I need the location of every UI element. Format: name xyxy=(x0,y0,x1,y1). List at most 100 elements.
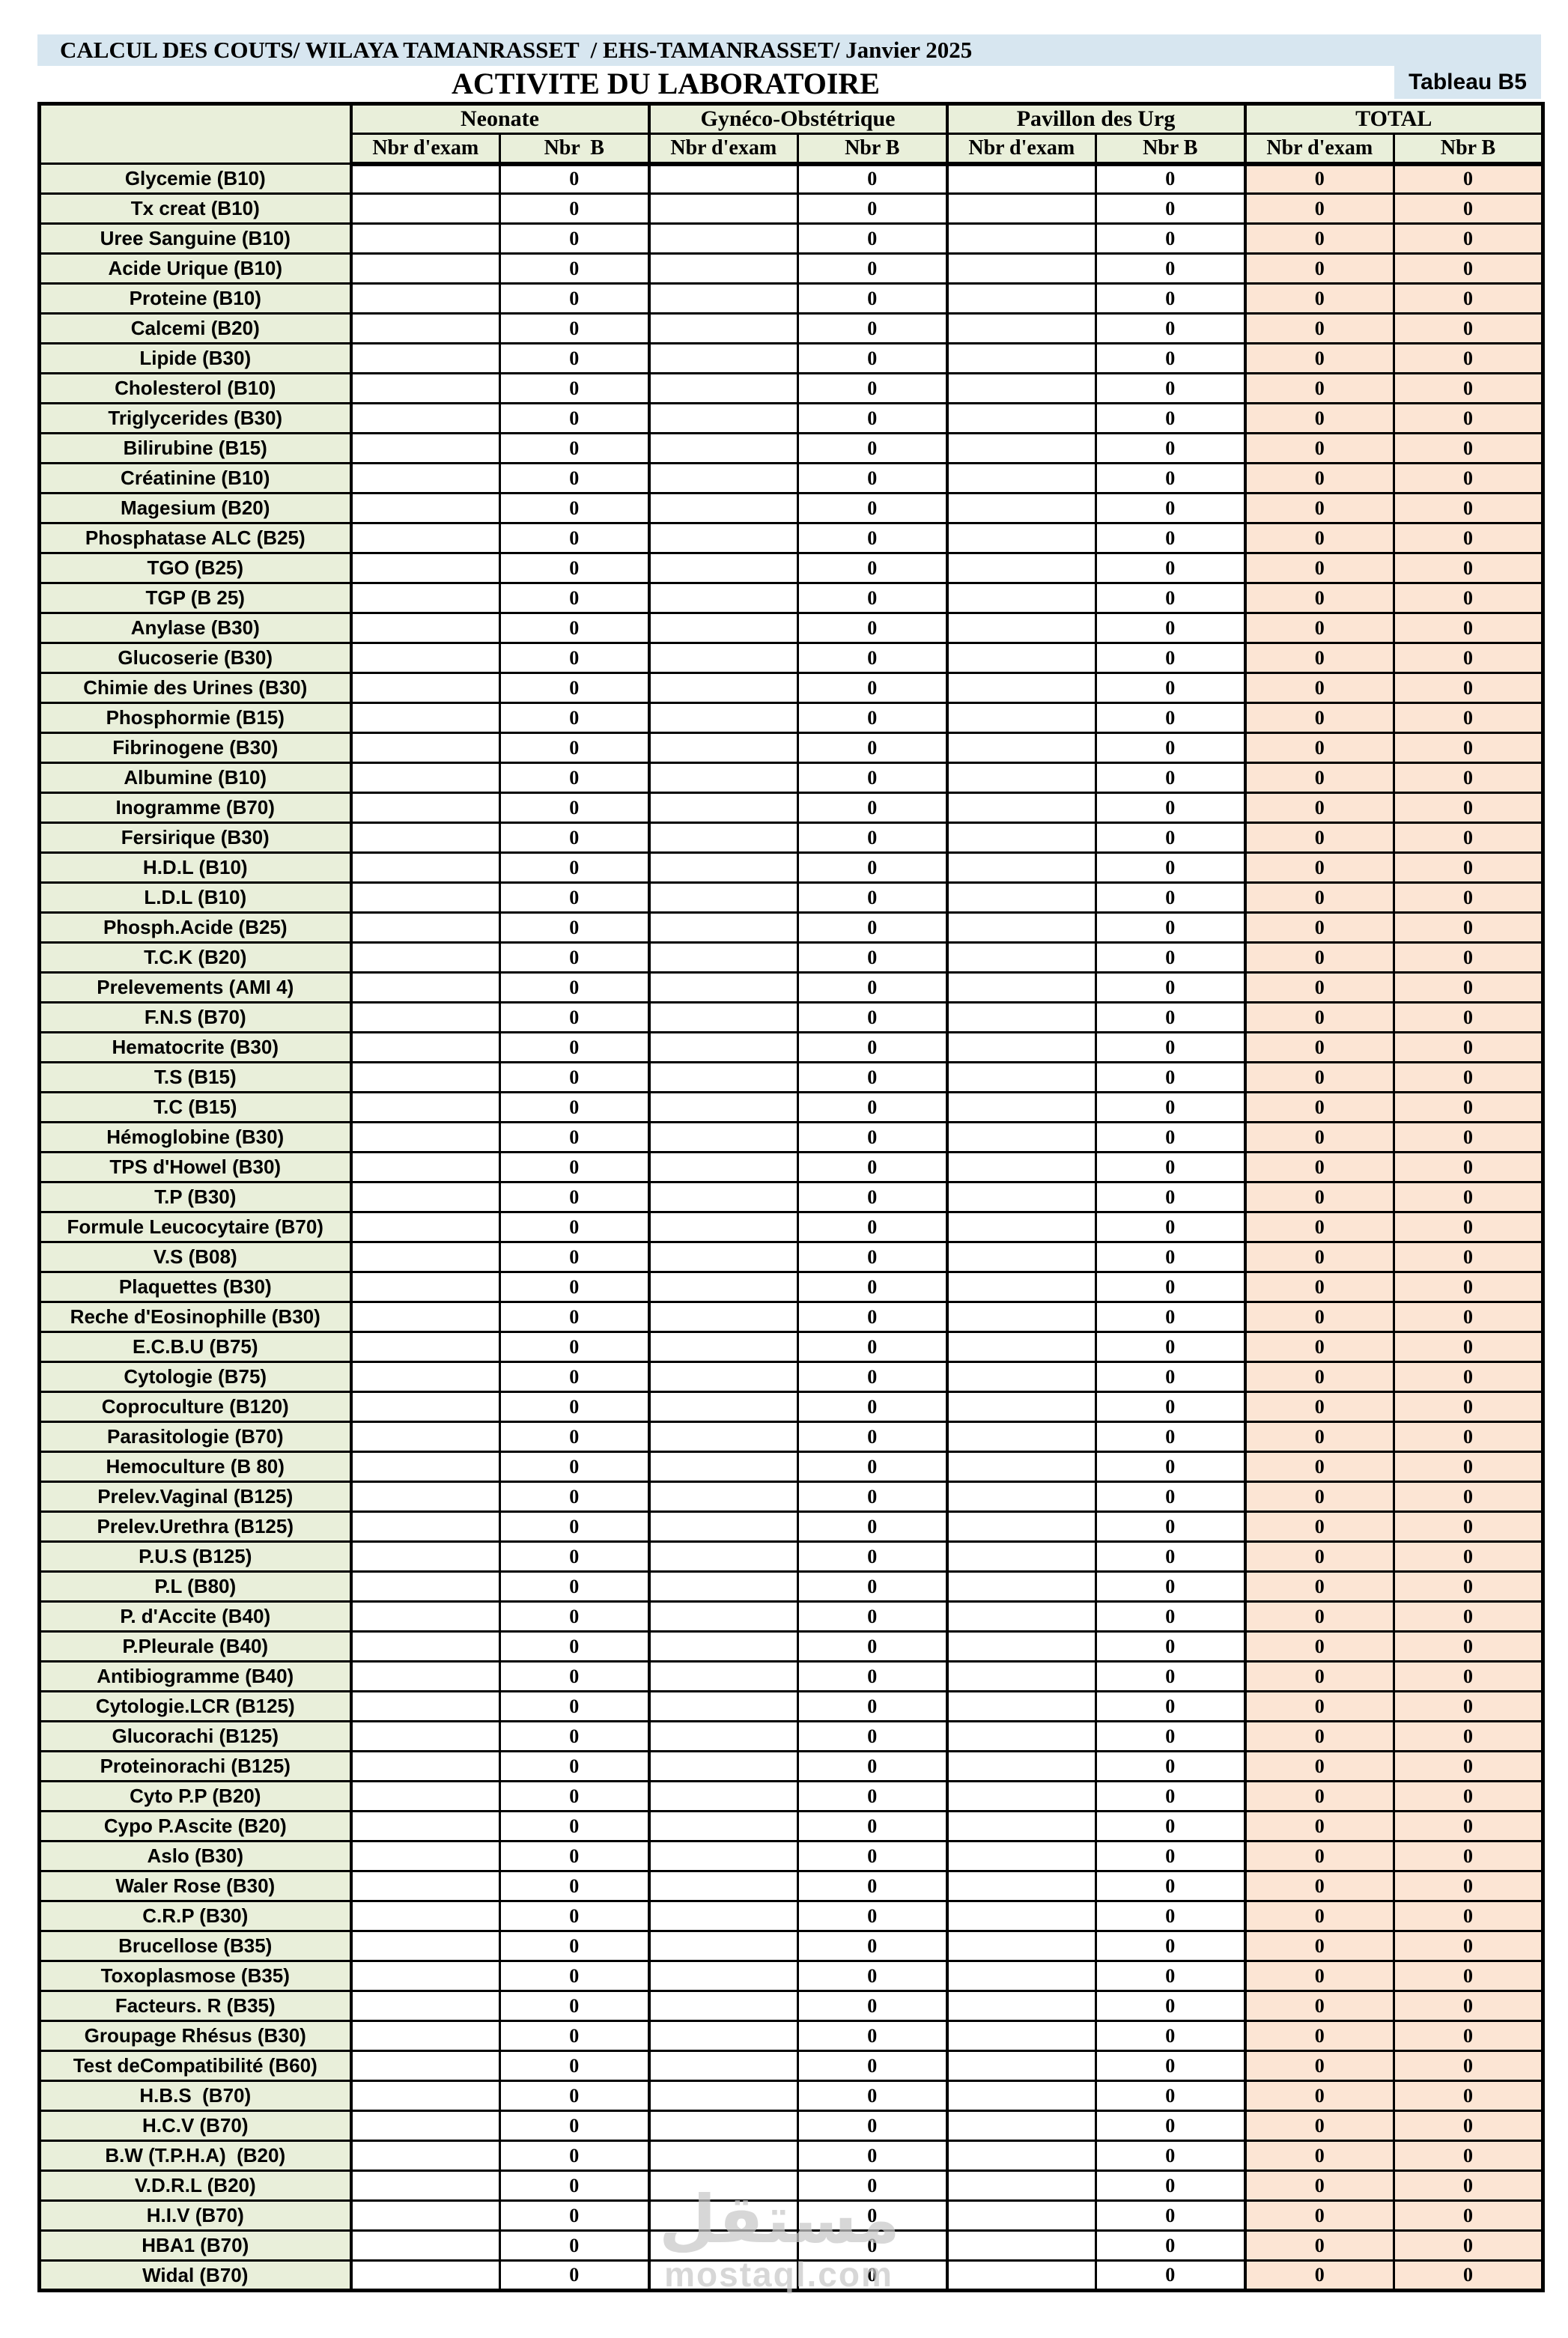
row-label: TGP (B 25) xyxy=(38,582,353,614)
cell-gyneco-b: 0 xyxy=(797,432,949,464)
cell-gyneco-b: 0 xyxy=(797,1031,949,1063)
cell-total-b: 0 xyxy=(1393,881,1545,914)
cell-total-exam: 0 xyxy=(1244,822,1396,854)
cell-urgences-exam xyxy=(946,492,1098,524)
cell-neonate-b: 0 xyxy=(498,792,651,824)
cell-neonate-exam xyxy=(350,163,501,195)
cell-gyneco-b: 0 xyxy=(797,582,949,614)
cell-urgences-exam xyxy=(946,612,1098,644)
cell-gyneco-b: 0 xyxy=(797,552,949,584)
cell-urgences-exam xyxy=(946,1241,1098,1273)
cell-urgences-b: 0 xyxy=(1095,1870,1247,1902)
cell-urgences-exam xyxy=(946,2229,1098,2262)
cell-gyneco-exam xyxy=(648,642,800,674)
subheader-gyneco-b: Nbr B xyxy=(797,133,949,166)
cell-total-exam: 0 xyxy=(1244,1810,1396,1842)
subheader-gyneco-exam: Nbr d'exam xyxy=(648,133,800,166)
cell-gyneco-b: 0 xyxy=(797,1660,949,1692)
cell-neonate-b: 0 xyxy=(498,1091,651,1123)
cell-neonate-exam xyxy=(350,462,501,494)
cell-neonate-b: 0 xyxy=(498,1421,651,1453)
cell-gyneco-b: 0 xyxy=(797,1750,949,1782)
cell-urgences-b: 0 xyxy=(1095,2140,1247,2172)
cell-total-exam: 0 xyxy=(1244,762,1396,794)
cell-gyneco-exam xyxy=(648,2020,800,2052)
cell-total-b: 0 xyxy=(1393,582,1545,614)
cell-total-exam: 0 xyxy=(1244,1870,1396,1902)
cell-gyneco-b: 0 xyxy=(797,1600,949,1633)
cell-total-b: 0 xyxy=(1393,1031,1545,1063)
cell-gyneco-b: 0 xyxy=(797,1301,949,1333)
cell-urgences-exam xyxy=(946,1091,1098,1123)
cell-gyneco-b: 0 xyxy=(797,851,949,884)
cell-neonate-b: 0 xyxy=(498,432,651,464)
cell-neonate-exam xyxy=(350,1930,501,1962)
cell-neonate-b: 0 xyxy=(498,1570,651,1603)
cell-total-exam: 0 xyxy=(1244,1840,1396,1872)
cell-urgences-b: 0 xyxy=(1095,1750,1247,1782)
cell-total-b: 0 xyxy=(1393,1181,1545,1213)
cell-neonate-exam xyxy=(350,702,501,734)
cell-gyneco-b: 0 xyxy=(797,1331,949,1363)
row-label: P.Pleurale (B40) xyxy=(38,1630,353,1663)
row-label: Facteurs. R (B35) xyxy=(38,1990,353,2022)
cell-urgences-b: 0 xyxy=(1095,1241,1247,1273)
row-label: Coproculture (B120) xyxy=(38,1391,353,1423)
cell-total-exam: 0 xyxy=(1244,732,1396,764)
cell-urgences-exam xyxy=(946,2050,1098,2082)
cell-neonate-exam xyxy=(350,1481,501,1513)
cell-total-b: 0 xyxy=(1393,2170,1545,2202)
cell-urgences-b: 0 xyxy=(1095,2229,1247,2262)
cell-total-exam: 0 xyxy=(1244,1091,1396,1123)
cell-total-exam: 0 xyxy=(1244,1241,1396,1273)
cell-gyneco-exam xyxy=(648,702,800,734)
cell-urgences-b: 0 xyxy=(1095,911,1247,944)
cell-neonate-b: 0 xyxy=(498,732,651,764)
cell-gyneco-exam xyxy=(648,792,800,824)
laboratory-activity-table: Neonate Gynéco-Obstétrique Pavillon des … xyxy=(37,102,1546,2292)
cell-gyneco-b: 0 xyxy=(797,1241,949,1273)
cell-total-exam: 0 xyxy=(1244,1660,1396,1692)
cell-gyneco-exam xyxy=(648,971,800,1003)
cell-gyneco-exam xyxy=(648,192,800,225)
cell-total-exam: 0 xyxy=(1244,372,1396,404)
cell-total-b: 0 xyxy=(1393,1570,1545,1603)
cell-gyneco-exam xyxy=(648,1600,800,1633)
cell-total-exam: 0 xyxy=(1244,2259,1396,2292)
cell-neonate-exam xyxy=(350,822,501,854)
cell-total-exam: 0 xyxy=(1244,2170,1396,2202)
cell-neonate-b: 0 xyxy=(498,2199,651,2232)
cell-urgences-exam xyxy=(946,1151,1098,1183)
cell-total-b: 0 xyxy=(1393,1121,1545,1153)
cell-neonate-exam xyxy=(350,1421,501,1453)
cell-urgences-exam xyxy=(946,1451,1098,1483)
cell-gyneco-exam xyxy=(648,342,800,374)
group-header-total: TOTAL xyxy=(1244,103,1545,135)
cell-urgences-exam xyxy=(946,163,1098,195)
cell-neonate-b: 0 xyxy=(498,881,651,914)
cell-urgences-exam xyxy=(946,522,1098,554)
cell-total-b: 0 xyxy=(1393,2050,1545,2082)
cell-total-exam: 0 xyxy=(1244,1031,1396,1063)
cell-urgences-b: 0 xyxy=(1095,762,1247,794)
cell-neonate-exam xyxy=(350,1031,501,1063)
cell-urgences-b: 0 xyxy=(1095,1151,1247,1183)
cell-gyneco-exam xyxy=(648,312,800,344)
cell-urgences-exam xyxy=(946,672,1098,704)
cell-urgences-b: 0 xyxy=(1095,1301,1247,1333)
cell-total-exam: 0 xyxy=(1244,1720,1396,1752)
subheader-neonate-exam: Nbr d'exam xyxy=(350,133,501,166)
cell-total-exam: 0 xyxy=(1244,522,1396,554)
